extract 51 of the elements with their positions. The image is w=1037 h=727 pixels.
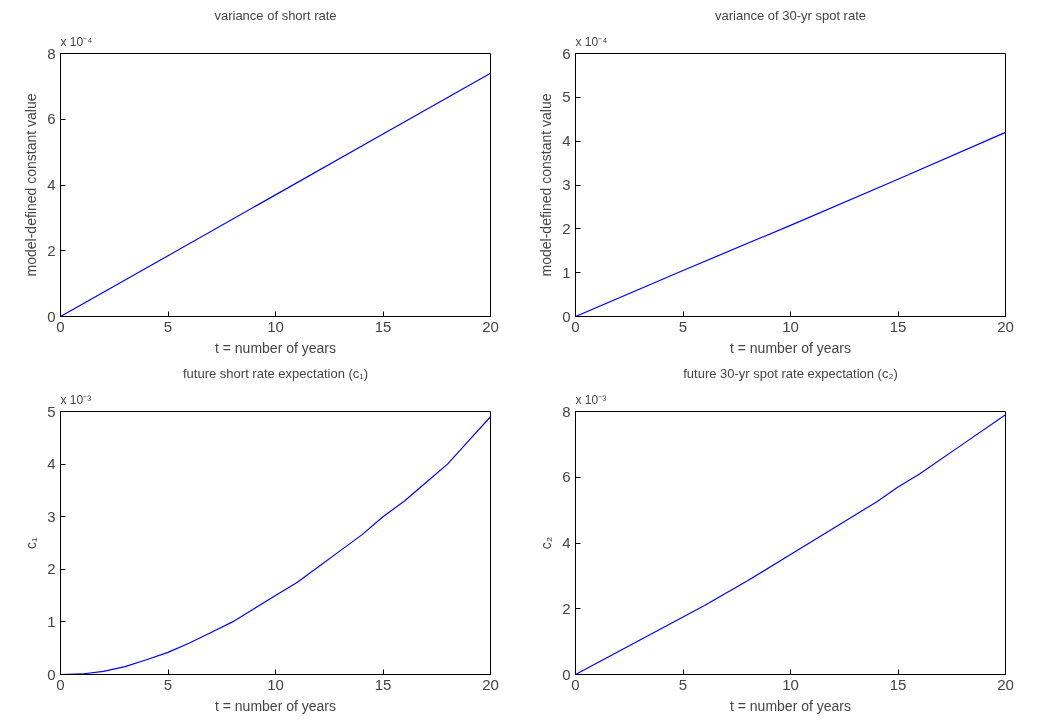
x-axis-title: t = number of years xyxy=(215,339,337,356)
y-tick-label: 2 xyxy=(47,241,56,259)
x-axis-title: t = number of years xyxy=(730,339,852,356)
x-tick-label: 15 xyxy=(374,317,392,335)
y-tick-label: 2 xyxy=(47,560,56,578)
chart-title: variance of short rate xyxy=(214,7,337,23)
y-axis-title: model-defined constant value xyxy=(538,93,555,277)
text: x 10⁻⁴ xyxy=(60,34,93,49)
x-axis-title: t = number of years xyxy=(215,697,337,714)
x-axis-title: t = number of years xyxy=(730,697,852,714)
y-tick-label: 4 xyxy=(562,534,571,551)
y-tick-label: 8 xyxy=(562,402,571,420)
x-tick-label: 10 xyxy=(267,317,284,335)
x-tick-label: 15 xyxy=(374,675,392,693)
y-tick-label: 6 xyxy=(562,44,571,62)
y-axis-title: c₂ xyxy=(538,536,555,550)
text: x 10⁻⁴ xyxy=(575,34,608,49)
chart-title: future 30-yr spot rate expectation (c₂) xyxy=(683,365,898,381)
x-tick-label: 20 xyxy=(482,675,499,693)
y-axis-title: c₁ xyxy=(23,536,40,549)
y-tick-label: 4 xyxy=(562,132,571,150)
y-tick-label: 5 xyxy=(562,88,571,106)
text: x 10⁻³ xyxy=(60,392,92,407)
x-tick-label: 10 xyxy=(267,675,284,693)
y-tick-label: 6 xyxy=(562,468,571,486)
y-tick-label: 2 xyxy=(562,599,571,617)
x-tick-label: 10 xyxy=(782,317,799,335)
y-tick-label: 1 xyxy=(47,612,56,630)
chart-title: variance of 30-yr spot rate xyxy=(714,7,867,23)
y-tick-label: 8 xyxy=(47,44,56,62)
y-axis-title: model-defined constant value xyxy=(23,93,40,277)
x-tick-label: 15 xyxy=(889,317,907,335)
y-tick-label: 3 xyxy=(47,507,56,525)
chart-title: future short rate expectation (c₁) xyxy=(182,365,369,381)
y-tick-label: 4 xyxy=(47,455,56,473)
y-tick-label: 3 xyxy=(562,176,571,193)
y-tick-label: 1 xyxy=(562,263,571,281)
x-tick-label: 20 xyxy=(997,317,1014,335)
x-tick-label: 20 xyxy=(482,317,499,335)
x-tick-label: 5 xyxy=(678,675,688,693)
y-tick-label: 4 xyxy=(47,176,56,193)
x-tick-label: 5 xyxy=(163,317,173,335)
y-tick-label: 6 xyxy=(47,110,56,128)
x-tick-label: 5 xyxy=(163,675,173,693)
y-tick-label: 2 xyxy=(562,219,571,237)
x-tick-label: 15 xyxy=(889,675,907,693)
x-tick-label: 10 xyxy=(782,675,799,693)
x-tick-label: 20 xyxy=(997,675,1014,693)
text: x 10⁻³ xyxy=(575,392,607,407)
x-tick-label: 5 xyxy=(678,317,688,335)
y-tick-label: 5 xyxy=(47,402,56,420)
